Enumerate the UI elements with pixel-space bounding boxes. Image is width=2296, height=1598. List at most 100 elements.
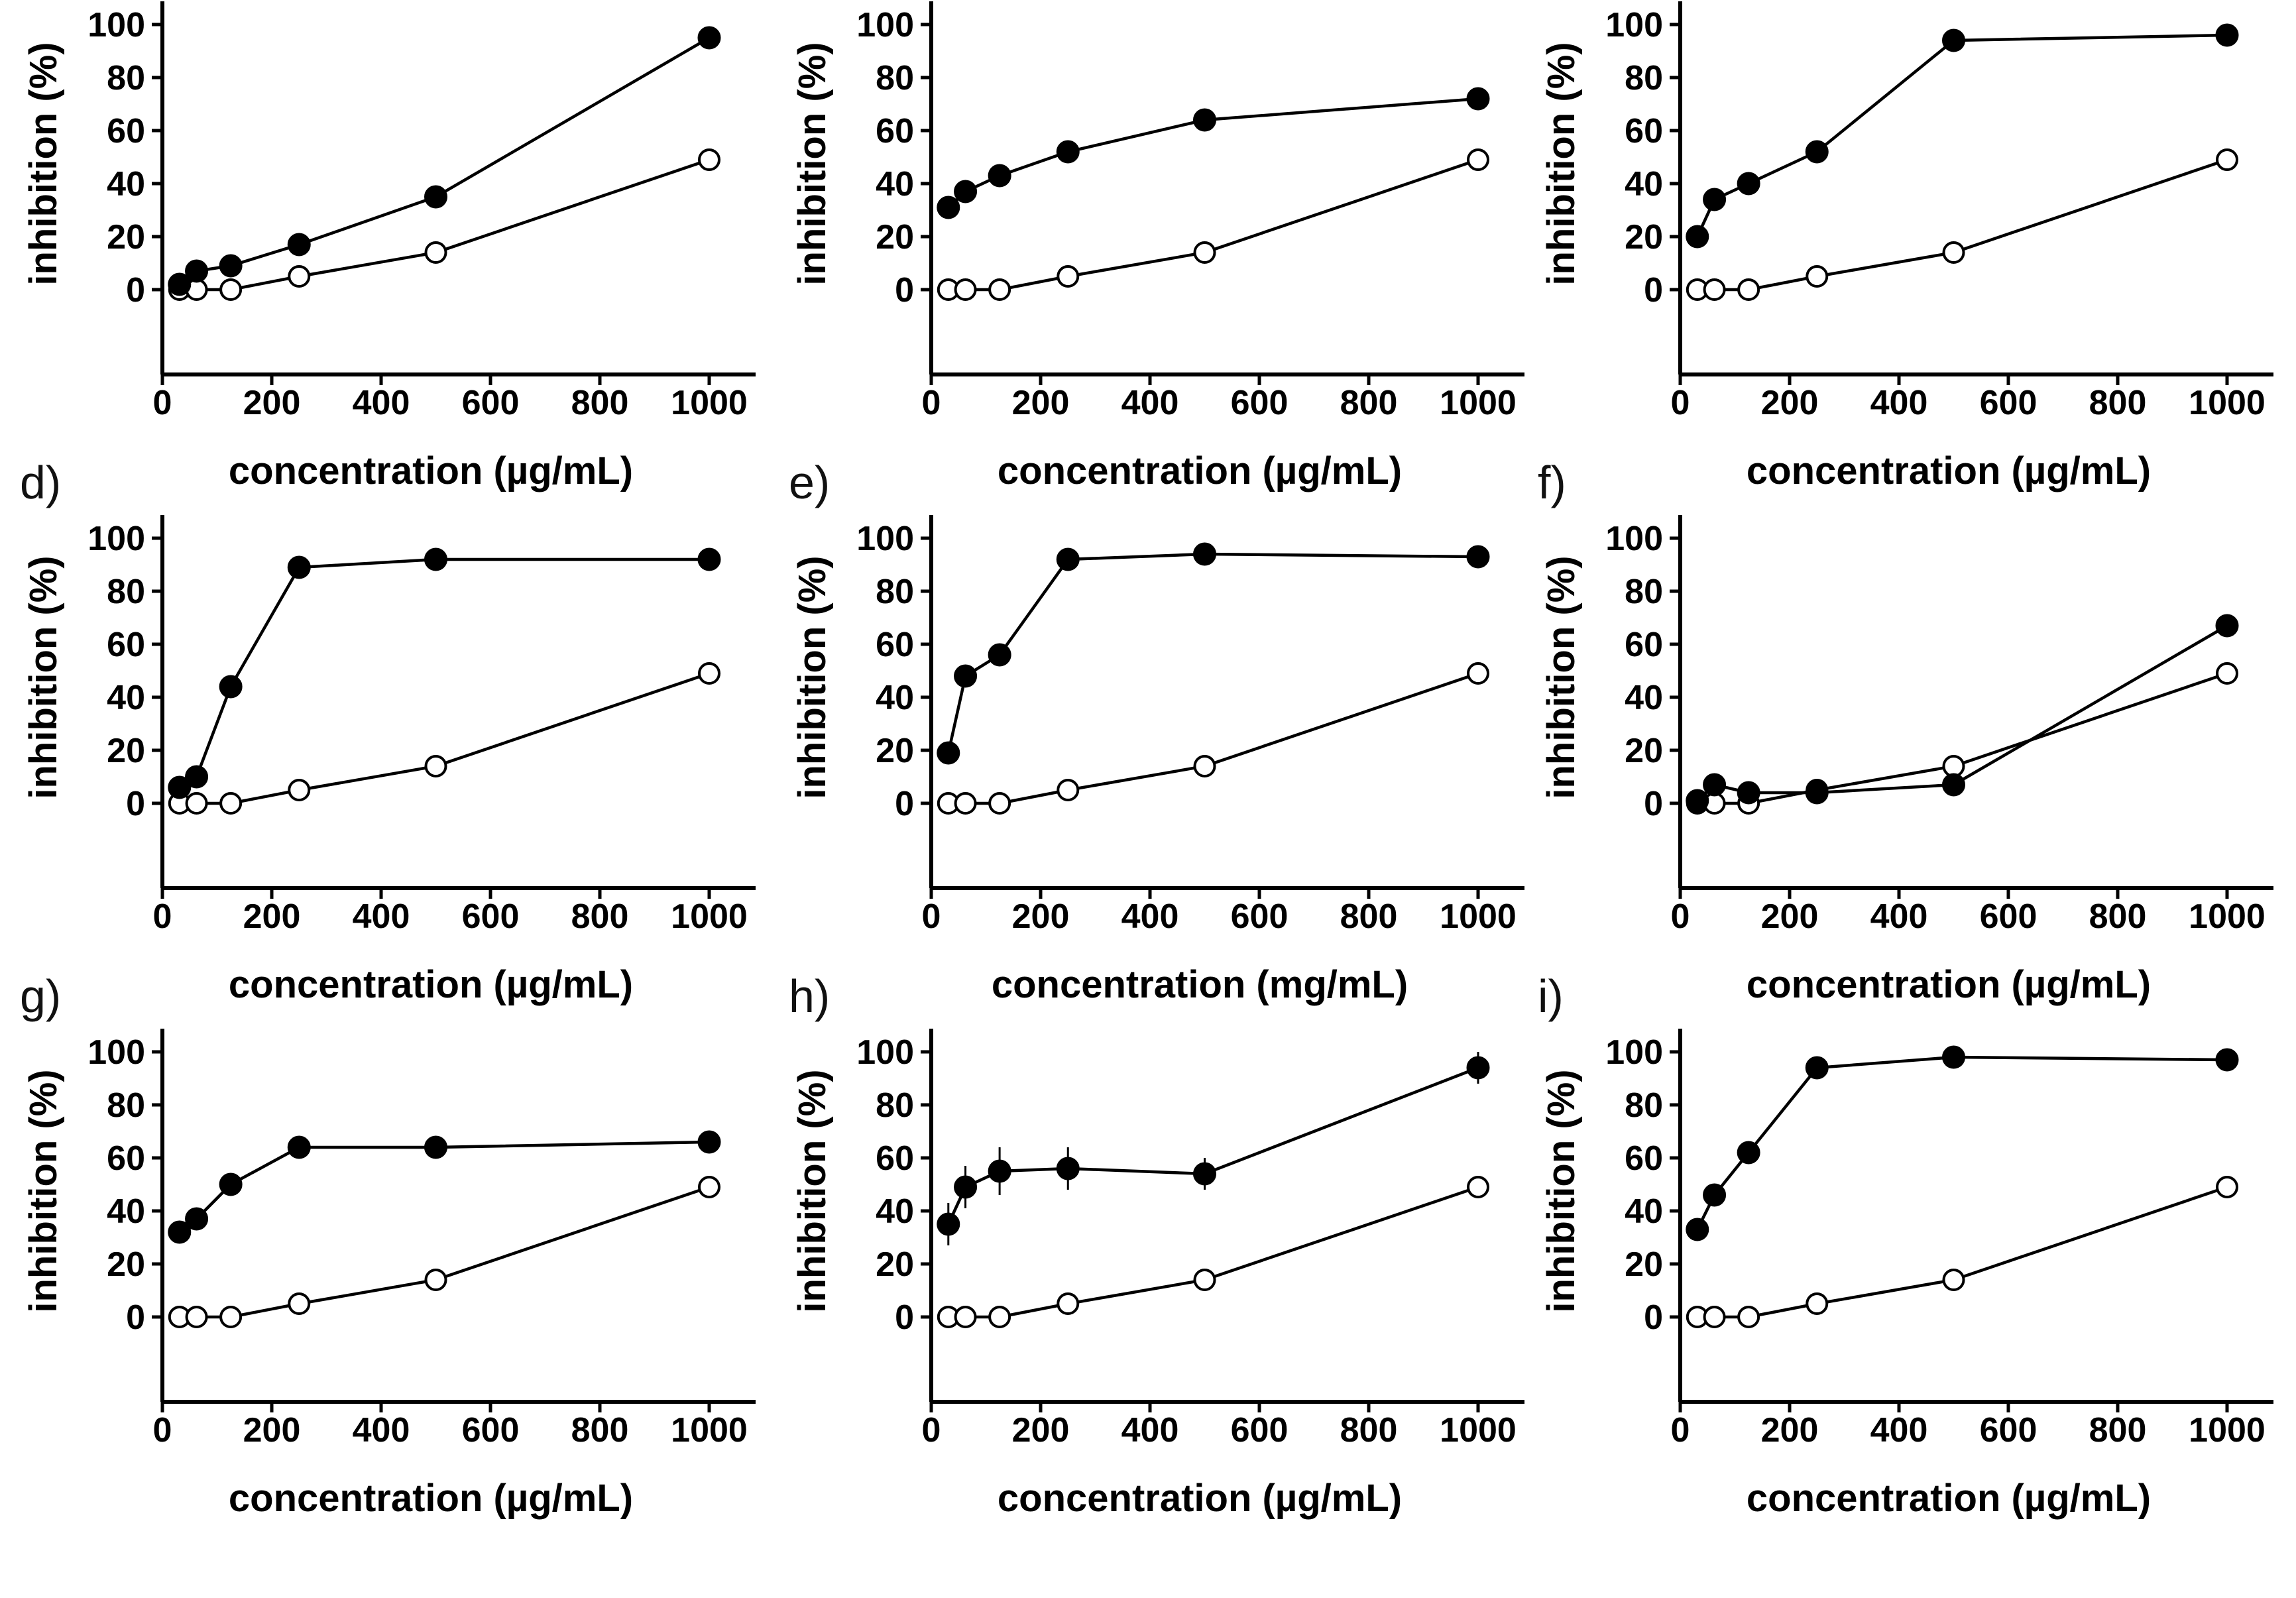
y-tick-label: 0 — [1644, 785, 1663, 823]
panel-label: i) — [1538, 970, 1564, 1022]
x-tick-label: 400 — [1121, 1411, 1179, 1450]
y-tick-label: 40 — [876, 679, 914, 717]
sample-point — [424, 547, 447, 571]
x-tick-label: 200 — [1012, 1411, 1070, 1450]
sample-series-line — [947, 552, 1479, 754]
x-tick-label: 400 — [1870, 1411, 1928, 1450]
x-axis-title: concentration (µg/mL) — [998, 449, 1402, 492]
x-tick-label: 200 — [243, 1411, 301, 1450]
y-tick-label: 0 — [895, 271, 914, 310]
sample-point — [988, 164, 1011, 188]
sample-point — [2215, 23, 2239, 47]
x-tick-label: 400 — [1121, 897, 1179, 936]
x-tick-label: 800 — [571, 897, 629, 936]
reference-series-line — [948, 158, 1479, 292]
y-tick-label: 40 — [876, 165, 914, 203]
y-tick-label: 80 — [876, 59, 914, 97]
y-tick-label: 60 — [876, 112, 914, 150]
sample-point — [424, 185, 447, 209]
y-tick-label: 60 — [1625, 112, 1663, 150]
x-tick-label: 600 — [1231, 1411, 1289, 1450]
y-axis-title: inhibition (%) — [791, 1069, 834, 1312]
y-tick-label: 60 — [1625, 1139, 1663, 1178]
panel-label: d) — [20, 457, 61, 508]
y-tick-label: 40 — [1625, 679, 1663, 717]
reference-point — [954, 1306, 977, 1328]
reference-point — [1737, 278, 1760, 301]
x-tick-label: 200 — [1761, 897, 1819, 936]
x-tick-label: 0 — [153, 897, 172, 936]
x-axis-title: concentration (µg/mL) — [229, 1477, 633, 1520]
sample-point — [2215, 614, 2239, 638]
y-tick-label: 60 — [1625, 626, 1663, 664]
x-tick-label: 800 — [1340, 384, 1398, 422]
y-axis-title: inhibition (%) — [22, 42, 65, 285]
x-tick-label: 400 — [353, 1411, 410, 1450]
x-tick-label: 0 — [922, 384, 941, 422]
x-axis-title: concentration (µg/mL) — [1747, 1477, 2151, 1520]
x-tick-label: 600 — [1231, 897, 1289, 936]
chart-panel-a: a)02040608010002004006008001000concentra… — [22, 1, 756, 492]
sample-point — [1942, 773, 1965, 797]
sample-point — [1193, 108, 1216, 132]
y-axis-title: inhibition (%) — [1540, 42, 1583, 285]
x-tick-label: 600 — [1980, 1411, 2038, 1450]
y-tick-label: 60 — [107, 1139, 145, 1178]
sample-point — [1686, 1218, 1709, 1241]
sample-point — [937, 741, 960, 765]
x-tick-label: 800 — [2089, 1411, 2147, 1450]
x-tick-label: 1000 — [671, 384, 748, 422]
y-axis-title: inhibition (%) — [22, 1069, 65, 1312]
reference-point — [698, 148, 720, 171]
reference-point — [1737, 1306, 1760, 1328]
x-tick-label: 400 — [1870, 384, 1928, 422]
sample-point — [424, 1135, 447, 1159]
sample-point — [1466, 87, 1490, 111]
reference-point — [219, 278, 243, 301]
reference-point — [1193, 755, 1216, 777]
y-tick-label: 20 — [876, 1245, 914, 1284]
sample-point — [1805, 781, 1829, 805]
x-axis-title: concentration (mg/mL) — [992, 963, 1408, 1006]
reference-point — [288, 265, 311, 288]
x-tick-label: 600 — [462, 897, 520, 936]
x-tick-label: 400 — [353, 384, 410, 422]
y-tick-label: 80 — [107, 59, 145, 97]
reference-point — [1057, 265, 1080, 288]
sample-point — [287, 1135, 311, 1159]
y-tick-label: 60 — [107, 626, 145, 664]
sample-series-line — [178, 557, 709, 789]
sample-series-line — [1696, 624, 2228, 802]
sample-point — [937, 1212, 960, 1236]
sample-point — [219, 675, 243, 699]
reference-point — [185, 1306, 208, 1328]
x-tick-label: 200 — [1012, 384, 1070, 422]
y-tick-label: 0 — [126, 785, 145, 823]
reference-point — [288, 1292, 311, 1315]
sample-point — [185, 259, 209, 283]
chart-panel-b: b)02040608010002004006008001000concentra… — [791, 1, 1524, 492]
y-tick-label: 0 — [126, 1298, 145, 1337]
panel-label: h) — [789, 970, 830, 1022]
sample-point — [185, 1207, 209, 1231]
reference-point — [1703, 1306, 1726, 1328]
sample-point — [287, 233, 311, 257]
x-tick-label: 200 — [243, 897, 301, 936]
x-tick-label: 0 — [153, 1411, 172, 1450]
y-axis-title: inhibition (%) — [1540, 1069, 1583, 1312]
sample-series-line — [947, 1066, 1479, 1225]
y-tick-label: 100 — [87, 1033, 145, 1072]
x-axis-title: concentration (µg/mL) — [998, 1477, 1402, 1520]
x-tick-label: 400 — [1121, 384, 1179, 422]
x-axis-title: concentration (µg/mL) — [229, 963, 633, 1006]
sample-point — [168, 775, 192, 799]
reference-point — [424, 1269, 447, 1291]
sample-point — [219, 1172, 243, 1196]
x-tick-label: 1000 — [1440, 897, 1517, 936]
reference-point — [954, 792, 977, 815]
x-tick-label: 400 — [353, 897, 410, 936]
panel-label: g) — [20, 970, 61, 1022]
y-tick-label: 20 — [1625, 1245, 1663, 1284]
sample-point — [1466, 1056, 1490, 1080]
